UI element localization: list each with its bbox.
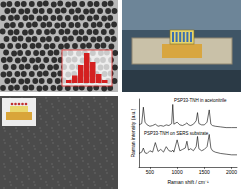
svg-text:1000: 1000 <box>172 169 183 175</box>
svg-text:Raman intensity (a.u.): Raman intensity (a.u.) <box>130 108 136 157</box>
svg-text:Raman shift / cm⁻¹: Raman shift / cm⁻¹ <box>167 179 209 185</box>
svg-text:500: 500 <box>146 169 155 175</box>
svg-text:PSP33-TNH in acetonitrile: PSP33-TNH in acetonitrile <box>174 98 227 103</box>
svg-text:2000: 2000 <box>226 169 237 175</box>
svg-text:1500: 1500 <box>199 169 210 175</box>
svg-text:PSP33-TNH on SERS substrate: PSP33-TNH on SERS substrate <box>144 131 209 136</box>
